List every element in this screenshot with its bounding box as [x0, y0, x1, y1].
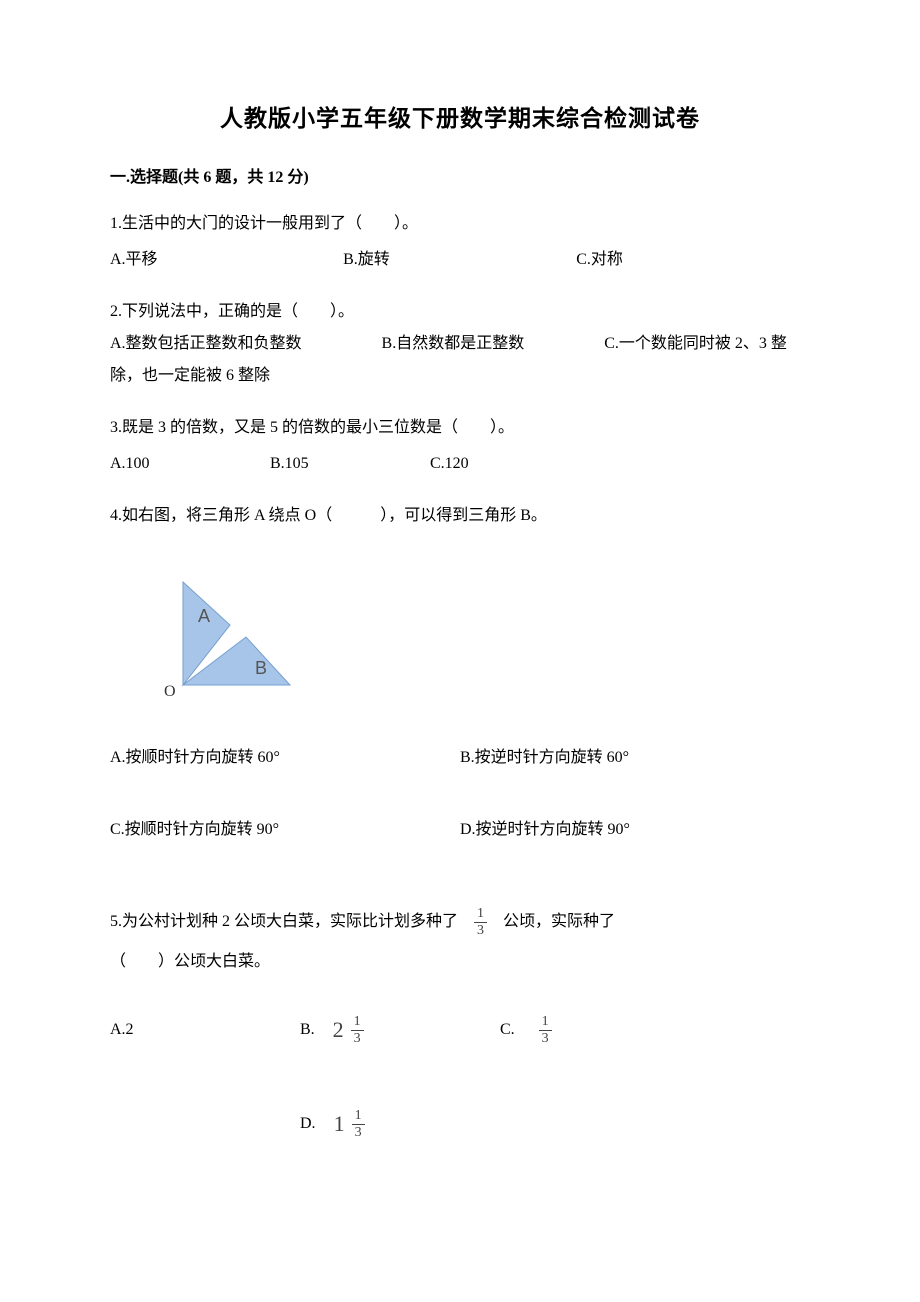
q5-b-den: 3	[351, 1032, 364, 1046]
q5-text-before: 5.为公村计划种 2 公顷大白菜，实际比计划多种了	[110, 906, 458, 938]
q5-b-num: 1	[351, 1015, 364, 1029]
question-3: 3.既是 3 的倍数，又是 5 的倍数的最小三位数是（ ）。 A.100 B.1…	[110, 412, 810, 480]
q4-option-b: B.按逆时针方向旋转 60°	[460, 742, 810, 774]
q5-option-b: B. 2 1 3	[300, 1008, 500, 1052]
q5-d-whole: 1	[334, 1102, 345, 1146]
q3-option-a: A.100	[110, 448, 270, 480]
q1-option-b: B.旋转	[343, 244, 576, 276]
q5-option-a: A.2	[110, 1014, 300, 1046]
question-2-text: 2.下列说法中，正确的是（ ）。	[110, 296, 810, 328]
question-4-text: 4.如右图，将三角形 A 绕点 O（ ），可以得到三角形 B。	[110, 500, 810, 532]
q5-b-label: B.	[300, 1014, 315, 1046]
q3-option-b: B.105	[270, 448, 430, 480]
question-4: 4.如右图，将三角形 A 绕点 O（ ），可以得到三角形 B。 A B O A.…	[110, 500, 810, 886]
question-3-options: A.100 B.105 C.120	[110, 448, 810, 480]
question-5-text-line1: 5.为公村计划种 2 公顷大白菜，实际比计划多种了 1 3 公顷，实际种了	[110, 906, 810, 938]
q5-b-whole: 2	[333, 1008, 344, 1052]
page-title: 人教版小学五年级下册数学期末综合检测试卷	[110, 100, 810, 137]
q5-c-num: 1	[539, 1015, 552, 1029]
diagram-label-b: B	[255, 658, 267, 678]
question-5-options: A.2 B. 2 1 3 C. 1 3 D.	[110, 1008, 810, 1146]
q4-option-a: A.按顺时针方向旋转 60°	[110, 742, 460, 774]
section-1-header: 一.选择题(共 6 题，共 12 分)	[110, 165, 810, 191]
q3-option-c: C.120	[430, 448, 590, 480]
triangles-diagram-icon: A B	[150, 562, 330, 702]
q1-option-c: C.对称	[576, 244, 809, 276]
q5-mid-num: 1	[474, 907, 487, 921]
q5-d-label: D.	[300, 1108, 316, 1140]
q5-d-num: 1	[352, 1109, 365, 1123]
question-1: 1.生活中的大门的设计一般用到了（ ）。 A.平移 B.旋转 C.对称	[110, 208, 810, 276]
question-1-options: A.平移 B.旋转 C.对称	[110, 244, 810, 276]
q5-c-den: 3	[539, 1032, 552, 1046]
q4-option-d: D.按逆时针方向旋转 90°	[460, 814, 810, 846]
q5-inline-fraction: 1 3	[468, 907, 493, 938]
q5-option-d: D. 1 1 3	[110, 1102, 810, 1146]
q5-option-c: C. 1 3	[500, 1014, 650, 1046]
question-5-text-line2: （ ）公顷大白菜。	[110, 946, 810, 978]
question-4-options: A.按顺时针方向旋转 60° B.按逆时针方向旋转 60° C.按顺时针方向旋转…	[110, 742, 810, 886]
question-2-options-line: A.整数包括正整数和负整数 B.自然数都是正整数 C.一个数能同时被 2、3 整…	[110, 328, 810, 392]
question-3-text: 3.既是 3 的倍数，又是 5 的倍数的最小三位数是（ ）。	[110, 412, 810, 444]
diagram-label-o: O	[164, 676, 176, 708]
q5-d-den: 3	[352, 1126, 365, 1140]
q5-mid-den: 3	[474, 924, 487, 938]
q4-diagram: A B O	[150, 562, 330, 702]
question-5: 5.为公村计划种 2 公顷大白菜，实际比计划多种了 1 3 公顷，实际种了 （ …	[110, 906, 810, 1146]
diagram-label-a: A	[198, 606, 210, 626]
question-1-text: 1.生活中的大门的设计一般用到了（ ）。	[110, 208, 810, 240]
q5-text-after: 公顷，实际种了	[503, 906, 615, 938]
q5-c-label: C.	[500, 1014, 515, 1046]
q1-option-a: A.平移	[110, 244, 343, 276]
q4-option-c: C.按顺时针方向旋转 90°	[110, 814, 460, 846]
question-2: 2.下列说法中，正确的是（ ）。 A.整数包括正整数和负整数 B.自然数都是正整…	[110, 296, 810, 392]
